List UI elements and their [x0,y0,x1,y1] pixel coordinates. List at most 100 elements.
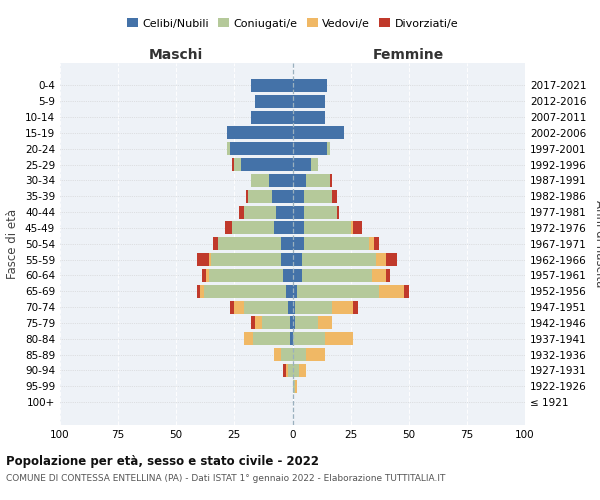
Bar [197,253,209,266]
Bar [274,222,293,234]
Bar [199,284,204,298]
Bar [293,364,299,377]
Bar [293,95,325,108]
Bar [302,269,371,282]
Bar [235,158,241,171]
Bar [246,190,248,203]
Bar [206,269,209,282]
Bar [293,300,295,314]
Bar [232,158,235,171]
Bar [286,364,288,377]
Bar [202,269,206,282]
Bar [386,253,397,266]
Bar [304,190,332,203]
Bar [290,316,293,330]
Bar [293,158,311,171]
Bar [297,284,379,298]
Bar [293,380,295,392]
Bar [307,174,330,187]
Bar [251,174,269,187]
Bar [293,284,297,298]
Bar [244,300,288,314]
Bar [293,348,307,361]
Bar [227,142,230,156]
Bar [350,222,353,234]
Bar [204,284,286,298]
Bar [293,126,344,140]
Bar [293,253,302,266]
Bar [376,253,386,266]
Bar [230,142,293,156]
Bar [369,238,374,250]
Bar [311,158,318,171]
Y-axis label: Anni di nascita: Anni di nascita [593,200,600,288]
Bar [218,238,281,250]
Bar [318,316,332,330]
Bar [232,222,274,234]
Bar [239,206,244,218]
Bar [295,300,332,314]
Bar [230,300,235,314]
Bar [214,238,218,250]
Bar [251,79,293,92]
Bar [244,206,276,218]
Bar [274,348,281,361]
Bar [304,222,350,234]
Bar [269,174,293,187]
Bar [283,269,293,282]
Bar [227,126,293,140]
Y-axis label: Fasce di età: Fasce di età [7,208,19,279]
Bar [281,238,293,250]
Bar [235,300,244,314]
Bar [209,253,211,266]
Bar [371,269,386,282]
Bar [288,364,293,377]
Bar [337,206,339,218]
Bar [332,190,337,203]
Text: COMUNE DI CONTESSA ENTELLINA (PA) - Dati ISTAT 1° gennaio 2022 - Elaborazione TU: COMUNE DI CONTESSA ENTELLINA (PA) - Dati… [6,474,445,483]
Bar [281,253,293,266]
Bar [295,316,318,330]
Text: Femmine: Femmine [373,48,445,62]
Bar [253,332,290,345]
Bar [256,316,262,330]
Bar [272,190,293,203]
Bar [225,222,232,234]
Bar [251,316,256,330]
Bar [293,206,304,218]
Bar [293,142,328,156]
Bar [293,332,325,345]
Bar [330,174,332,187]
Bar [290,332,293,345]
Bar [353,222,362,234]
Bar [244,332,253,345]
Bar [283,364,286,377]
Bar [286,284,293,298]
Bar [304,238,369,250]
Bar [251,110,293,124]
Bar [262,316,290,330]
Bar [248,190,272,203]
Bar [293,110,325,124]
Bar [197,284,199,298]
Bar [299,364,307,377]
Bar [353,300,358,314]
Bar [211,253,281,266]
Bar [256,95,293,108]
Bar [307,348,325,361]
Bar [304,206,337,218]
Text: Popolazione per età, sesso e stato civile - 2022: Popolazione per età, sesso e stato civil… [6,455,319,468]
Bar [293,174,307,187]
Legend: Celibi/Nubili, Coniugati/e, Vedovi/e, Divorziati/e: Celibi/Nubili, Coniugati/e, Vedovi/e, Di… [122,14,463,33]
Bar [386,269,390,282]
Bar [325,332,353,345]
Bar [288,300,293,314]
Bar [293,79,328,92]
Bar [276,206,293,218]
Bar [293,316,295,330]
Bar [293,222,304,234]
Bar [293,190,304,203]
Bar [404,284,409,298]
Bar [295,380,297,392]
Text: Maschi: Maschi [149,48,203,62]
